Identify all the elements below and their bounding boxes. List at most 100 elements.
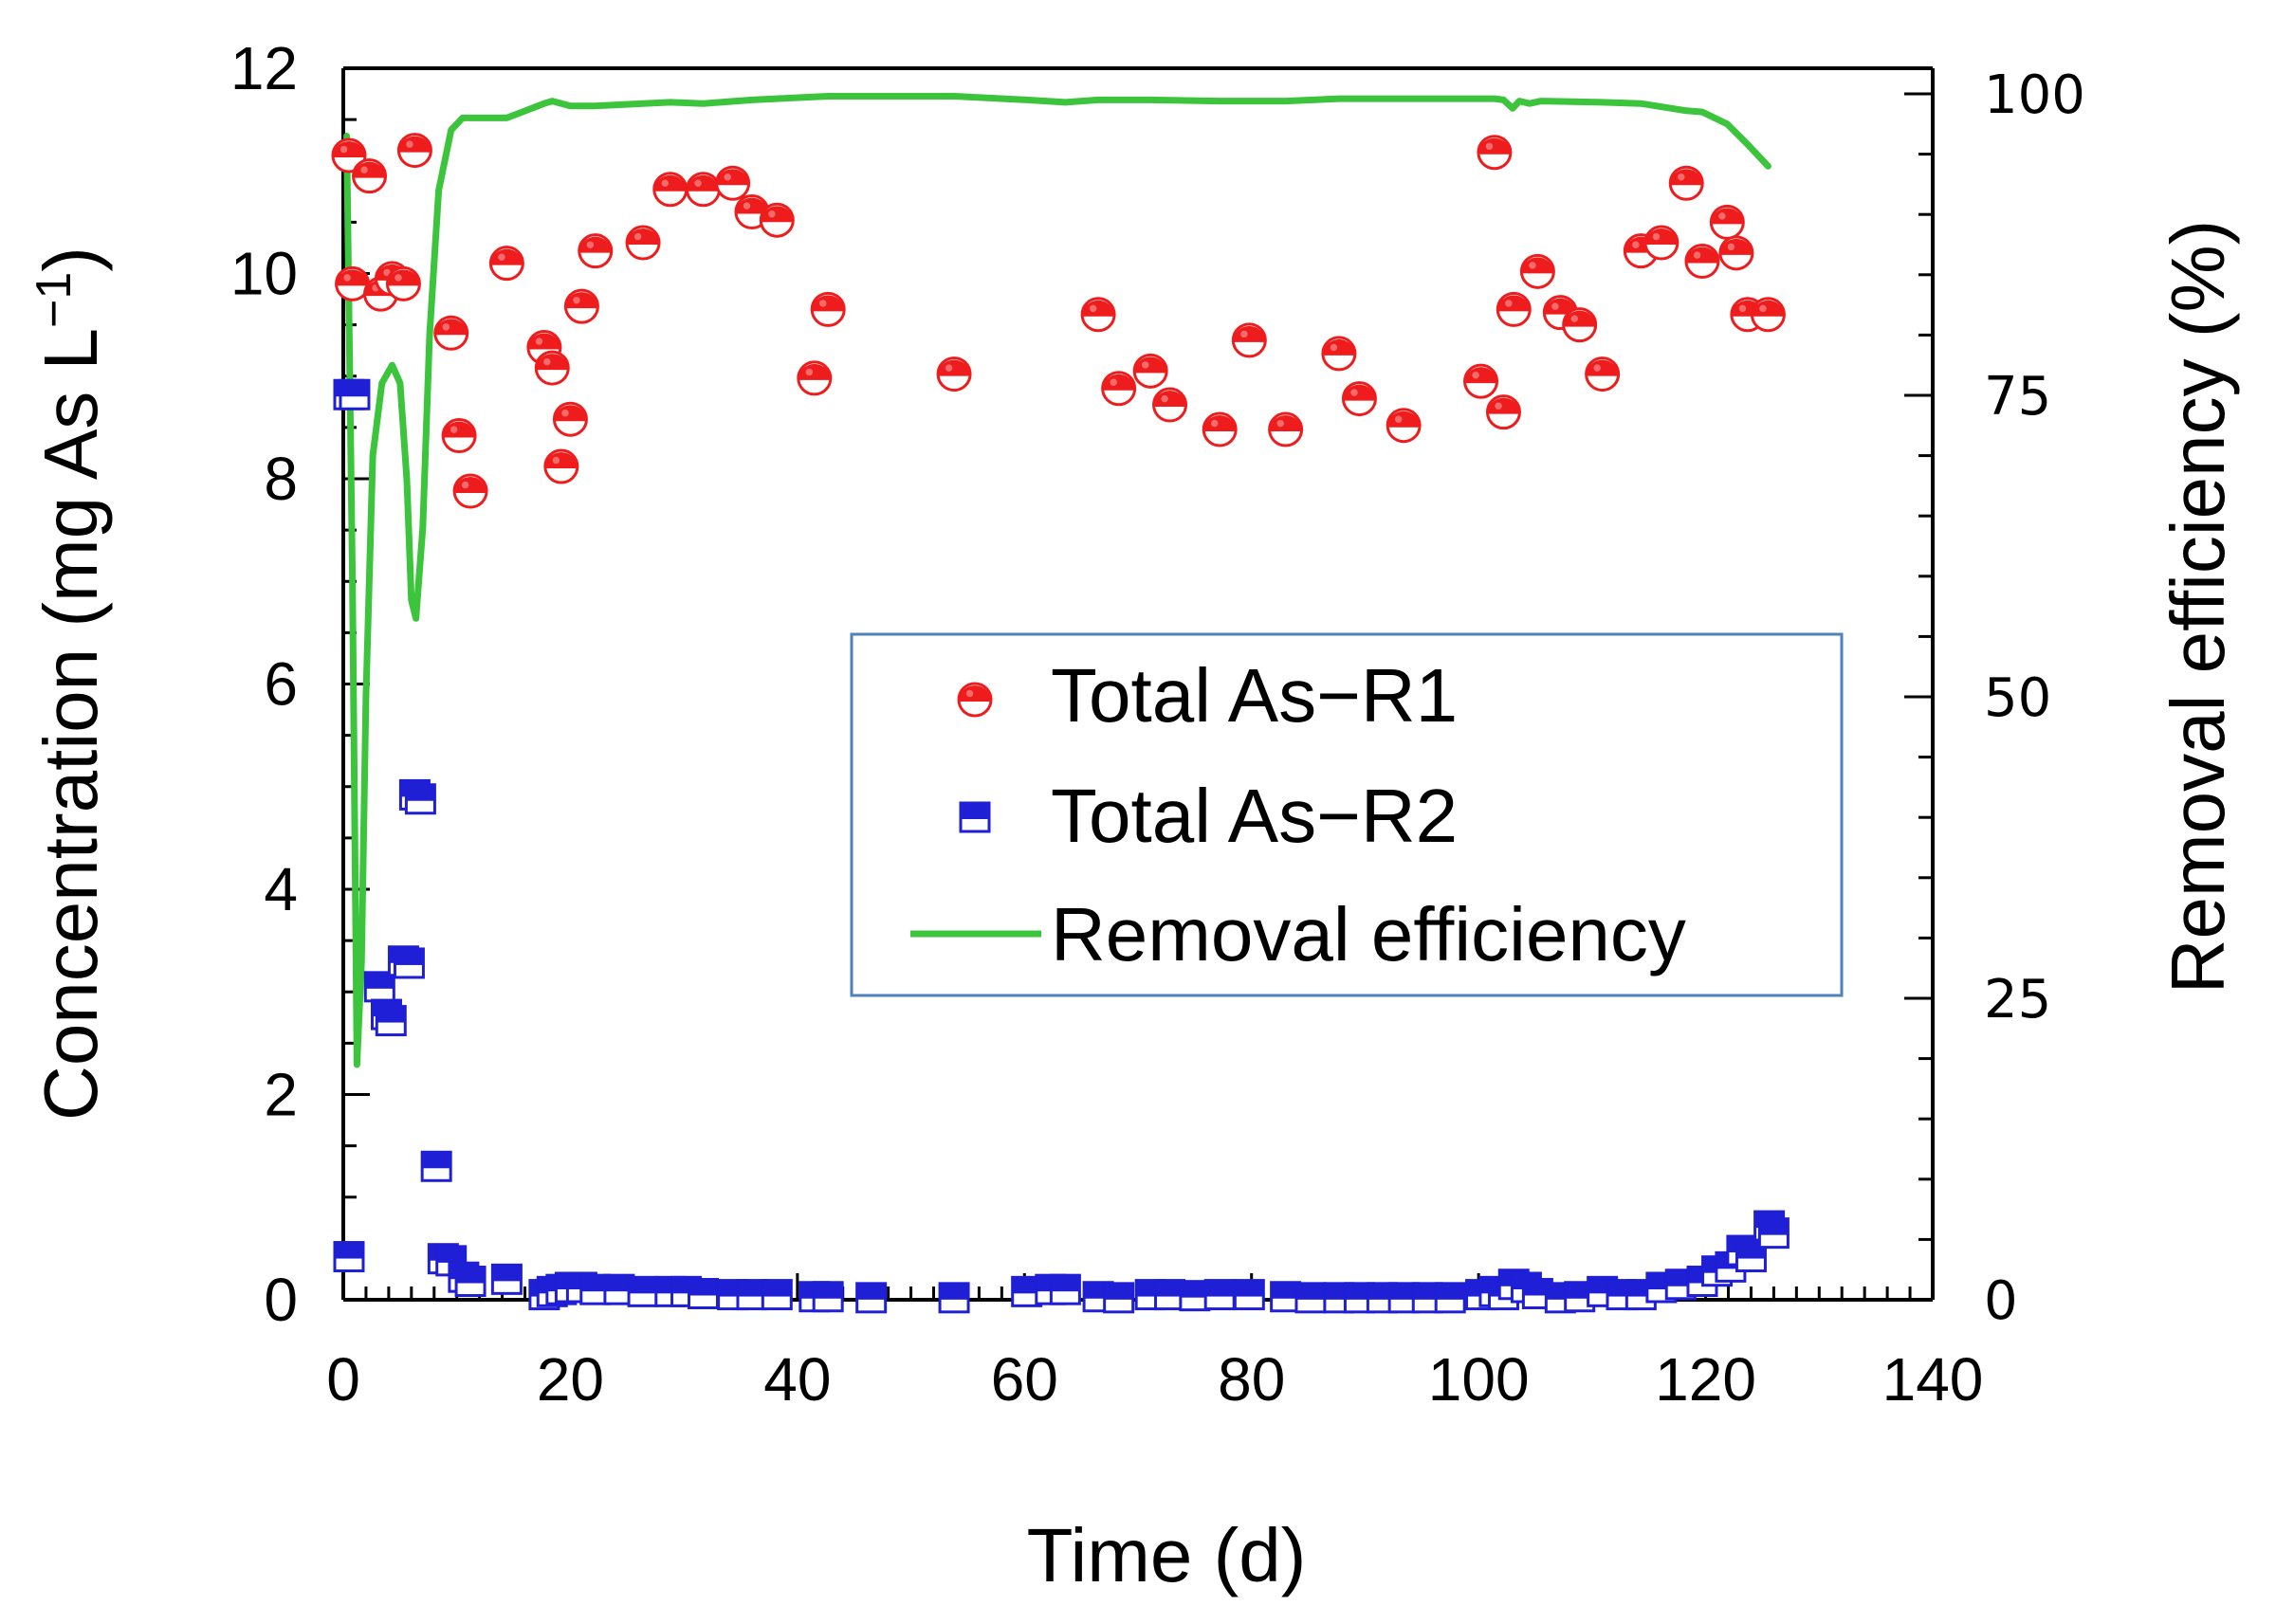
- r2-point: [363, 971, 395, 1003]
- marker-fill: [604, 1275, 633, 1292]
- marker-fill: [959, 685, 991, 702]
- y-tick-label: 0: [264, 1266, 298, 1334]
- marker-fill: [580, 1275, 610, 1292]
- r1-point: [578, 233, 614, 269]
- marker-fill: [940, 1283, 969, 1300]
- marker-highlight: [498, 253, 505, 261]
- marker-highlight: [1738, 304, 1747, 313]
- marker-fill: [527, 333, 560, 350]
- marker-highlight: [1240, 330, 1248, 338]
- r1-point: [1386, 408, 1422, 444]
- r1-point: [385, 265, 421, 301]
- marker-fill: [565, 292, 598, 309]
- r2-point: [855, 1282, 888, 1314]
- marker-fill: [1155, 1280, 1184, 1297]
- r2-point: [454, 1266, 486, 1298]
- marker-highlight: [1161, 394, 1168, 403]
- marker-highlight: [633, 232, 642, 241]
- marker-fill: [1563, 310, 1596, 327]
- r1-point: [1750, 297, 1786, 333]
- marker-fill: [762, 1280, 792, 1297]
- marker-fill: [812, 295, 845, 312]
- marker-fill: [1295, 1283, 1325, 1300]
- y-tick-label: 8: [264, 445, 298, 513]
- r1-point: [552, 401, 588, 437]
- x-tick-label: 120: [1655, 1345, 1756, 1414]
- y-axis-right-title: Removal efficiency (%): [2156, 220, 2240, 994]
- marker-fill: [1389, 1283, 1419, 1300]
- r1-layer: [331, 133, 1786, 509]
- r2-point: [1294, 1282, 1327, 1314]
- r2-point: [490, 1263, 523, 1295]
- marker-fill: [1322, 338, 1355, 356]
- marker-fill: [1644, 228, 1678, 246]
- y-tick-label: 2: [264, 1061, 298, 1129]
- r1-point: [1643, 225, 1679, 261]
- r1-point: [352, 158, 388, 194]
- marker-fill: [1051, 1275, 1080, 1292]
- marker-fill: [436, 1246, 466, 1263]
- marker-fill: [398, 136, 431, 153]
- r2-layer: [333, 378, 1790, 1314]
- y2-tick-label: 50: [1984, 667, 2051, 729]
- r2-point: [761, 1279, 793, 1311]
- r1-point: [543, 448, 579, 484]
- marker-highlight: [1495, 402, 1502, 410]
- x-tick-label: 100: [1428, 1345, 1530, 1414]
- marker-fill: [1759, 1218, 1789, 1235]
- marker-fill: [1203, 415, 1237, 432]
- y2-tick-label: 0: [1984, 1270, 2018, 1332]
- marker-fill: [1082, 300, 1115, 317]
- legend-r2-symbol: [959, 801, 991, 833]
- marker-highlight: [395, 274, 402, 282]
- r1-point: [759, 202, 795, 238]
- marker-fill: [1497, 295, 1531, 312]
- marker-highlight: [543, 357, 551, 366]
- r2-point: [404, 783, 436, 815]
- r2-point: [420, 1150, 452, 1182]
- r1-point: [1585, 356, 1621, 392]
- marker-highlight: [343, 274, 351, 282]
- marker-highlight: [461, 481, 469, 489]
- r1-point: [433, 315, 469, 351]
- y2-tick-label: 75: [1984, 366, 2051, 428]
- y-axis-left-title-close: ): [28, 246, 113, 272]
- marker-highlight: [1089, 304, 1097, 313]
- r2-point: [938, 1282, 970, 1314]
- r2-point: [1735, 1241, 1767, 1273]
- y-tick-label: 10: [230, 240, 298, 308]
- marker-fill: [735, 197, 768, 214]
- r2-point: [339, 378, 371, 411]
- y-axis-left-title: Concentration (mg As L−1): [27, 246, 113, 1121]
- r1-point: [1132, 353, 1168, 389]
- marker-highlight: [1632, 241, 1640, 248]
- marker-fill: [434, 319, 468, 336]
- marker-highlight: [1110, 378, 1117, 387]
- r2-point: [1434, 1282, 1466, 1314]
- r1-point: [331, 137, 367, 173]
- marker-highlight: [768, 210, 776, 218]
- legend-r2-label: Total As−R2: [1051, 774, 1458, 858]
- marker-fill: [761, 206, 794, 223]
- y-axis-left-title-main: Concentration (mg As L: [28, 328, 113, 1121]
- marker-highlight: [1330, 343, 1338, 352]
- y-tick-label: 6: [264, 650, 298, 719]
- r1-point: [1231, 322, 1267, 358]
- marker-fill: [1271, 1282, 1300, 1299]
- legend-r2-marker: [959, 801, 991, 833]
- marker-highlight: [694, 179, 702, 188]
- legend-r1-marker: [957, 682, 993, 718]
- marker-fill: [544, 452, 578, 469]
- marker-fill: [653, 174, 687, 192]
- r1-point: [625, 225, 661, 261]
- marker-fill: [1102, 374, 1135, 391]
- marker-fill: [798, 363, 831, 380]
- marker-fill: [1719, 238, 1753, 255]
- r1-point: [1101, 371, 1137, 407]
- marker-highlight: [1141, 361, 1149, 369]
- r2-point: [375, 1005, 407, 1037]
- legend-r1-label: Total As−R1: [1051, 653, 1458, 738]
- marker-fill: [716, 169, 749, 186]
